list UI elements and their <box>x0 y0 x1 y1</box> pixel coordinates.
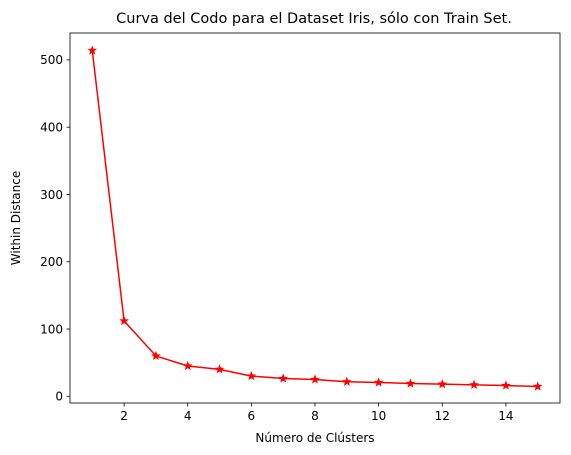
x-tick-label: 14 <box>498 409 513 423</box>
data-point-star <box>437 379 448 389</box>
x-axis-label: Número de Clústers <box>255 431 374 445</box>
x-axis: 2 4 6 8 10 12 14 <box>120 403 514 423</box>
y-tick-label: 500 <box>40 53 63 67</box>
x-tick-label: 2 <box>120 409 128 423</box>
chart-title: Curva del Codo para el Dataset Iris, sól… <box>116 11 512 27</box>
plot-area <box>69 32 561 404</box>
x-tick-label: 10 <box>371 409 386 423</box>
data-point-star <box>87 45 98 55</box>
data-point-star <box>182 360 193 371</box>
data-point-star <box>469 379 479 389</box>
y-axis: 0 100 200 300 400 500 <box>40 53 70 404</box>
data-point-star <box>501 380 511 390</box>
x-tick-label: 6 <box>248 409 256 423</box>
data-point-star <box>310 374 320 384</box>
data-point-star <box>405 378 416 388</box>
data-point-star <box>373 377 384 387</box>
y-tick-label: 300 <box>40 188 63 202</box>
y-tick-label: 0 <box>55 390 63 404</box>
y-tick-label: 200 <box>40 255 63 269</box>
y-axis-label: Within Distance <box>9 171 23 265</box>
data-point-star <box>246 371 257 381</box>
y-tick-label: 400 <box>40 120 63 134</box>
x-tick-label: 12 <box>435 409 450 423</box>
y-tick-label: 100 <box>40 322 63 336</box>
data-point-star <box>278 373 288 383</box>
series-layer <box>87 45 543 391</box>
x-tick-label: 8 <box>311 409 319 423</box>
data-point-star <box>151 350 161 360</box>
data-point-star <box>342 376 352 386</box>
data-point-star <box>532 381 543 391</box>
data-point-star <box>119 315 129 326</box>
data-point-star <box>214 364 225 374</box>
x-tick-label: 4 <box>184 409 192 423</box>
series-line <box>91 50 538 388</box>
